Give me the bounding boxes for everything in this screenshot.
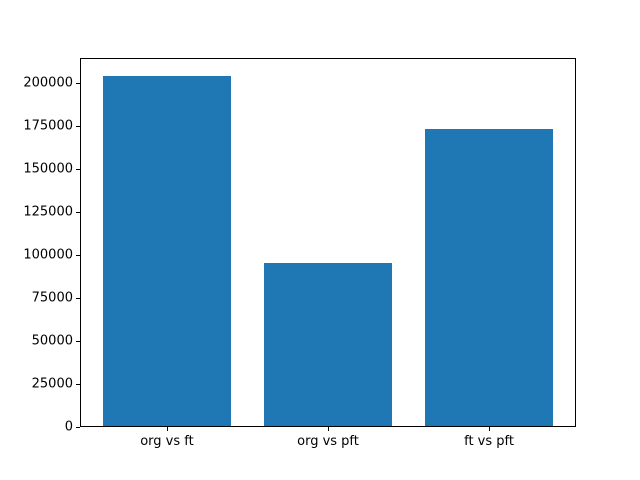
y-tick-mark bbox=[76, 254, 80, 256]
y-tick-mark bbox=[76, 383, 80, 385]
y-tick-label: 100000 bbox=[23, 247, 73, 263]
bar-ft-vs-pft bbox=[424, 129, 554, 426]
x-tick-mark bbox=[489, 427, 491, 431]
x-tick-mark bbox=[328, 427, 329, 431]
y-tick-mark bbox=[76, 125, 80, 127]
y-tick-mark bbox=[76, 340, 80, 342]
x-tick-label: org vs ft bbox=[140, 434, 194, 449]
y-tick-mark bbox=[76, 427, 80, 428]
x-tick-label: org vs pft bbox=[297, 434, 359, 449]
y-tick-label: 0 bbox=[64, 419, 73, 435]
y-tick-label: 75000 bbox=[31, 290, 73, 306]
bar-org-vs-ft bbox=[102, 75, 232, 426]
y-tick-label: 25000 bbox=[31, 376, 73, 392]
bar-org-vs-pft bbox=[263, 263, 393, 426]
x-tick-label: ft vs pft bbox=[464, 434, 514, 449]
y-tick-mark bbox=[76, 211, 80, 213]
y-tick-label: 200000 bbox=[23, 75, 73, 91]
y-tick-mark bbox=[76, 297, 80, 299]
y-tick-label: 150000 bbox=[23, 161, 73, 177]
y-tick-label: 175000 bbox=[23, 118, 73, 134]
x-tick-mark bbox=[166, 427, 168, 431]
y-tick-label: 125000 bbox=[23, 204, 73, 220]
y-tick-label: 50000 bbox=[31, 333, 73, 349]
y-tick-mark bbox=[76, 82, 80, 84]
y-tick-mark bbox=[76, 168, 80, 170]
